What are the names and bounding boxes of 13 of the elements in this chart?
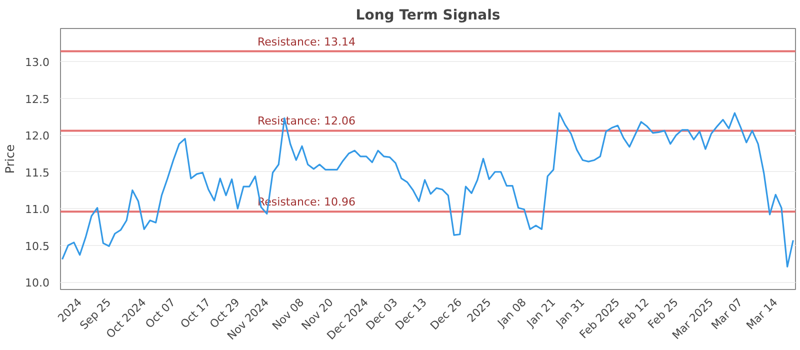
x-tick-label: Mar 14 bbox=[744, 296, 780, 332]
y-tick-label: 10.5 bbox=[25, 240, 50, 253]
x-tick-label: Dec 26 bbox=[428, 296, 464, 333]
y-tick-label: 12.5 bbox=[25, 92, 50, 106]
y-tick-label: 10.0 bbox=[25, 276, 50, 290]
y-tick-label: 11.0 bbox=[25, 203, 50, 216]
line-series bbox=[61, 112, 794, 268]
chart-title: Long Term Signals bbox=[356, 8, 500, 24]
y-tick-label: 13.0 bbox=[25, 56, 50, 70]
y-tick-label: 11.5 bbox=[25, 166, 50, 180]
y-axis-title: Price bbox=[3, 144, 18, 174]
y-tick-label: 12.0 bbox=[25, 130, 50, 143]
ref-line-label: Resistance: 13.14 bbox=[257, 35, 356, 48]
